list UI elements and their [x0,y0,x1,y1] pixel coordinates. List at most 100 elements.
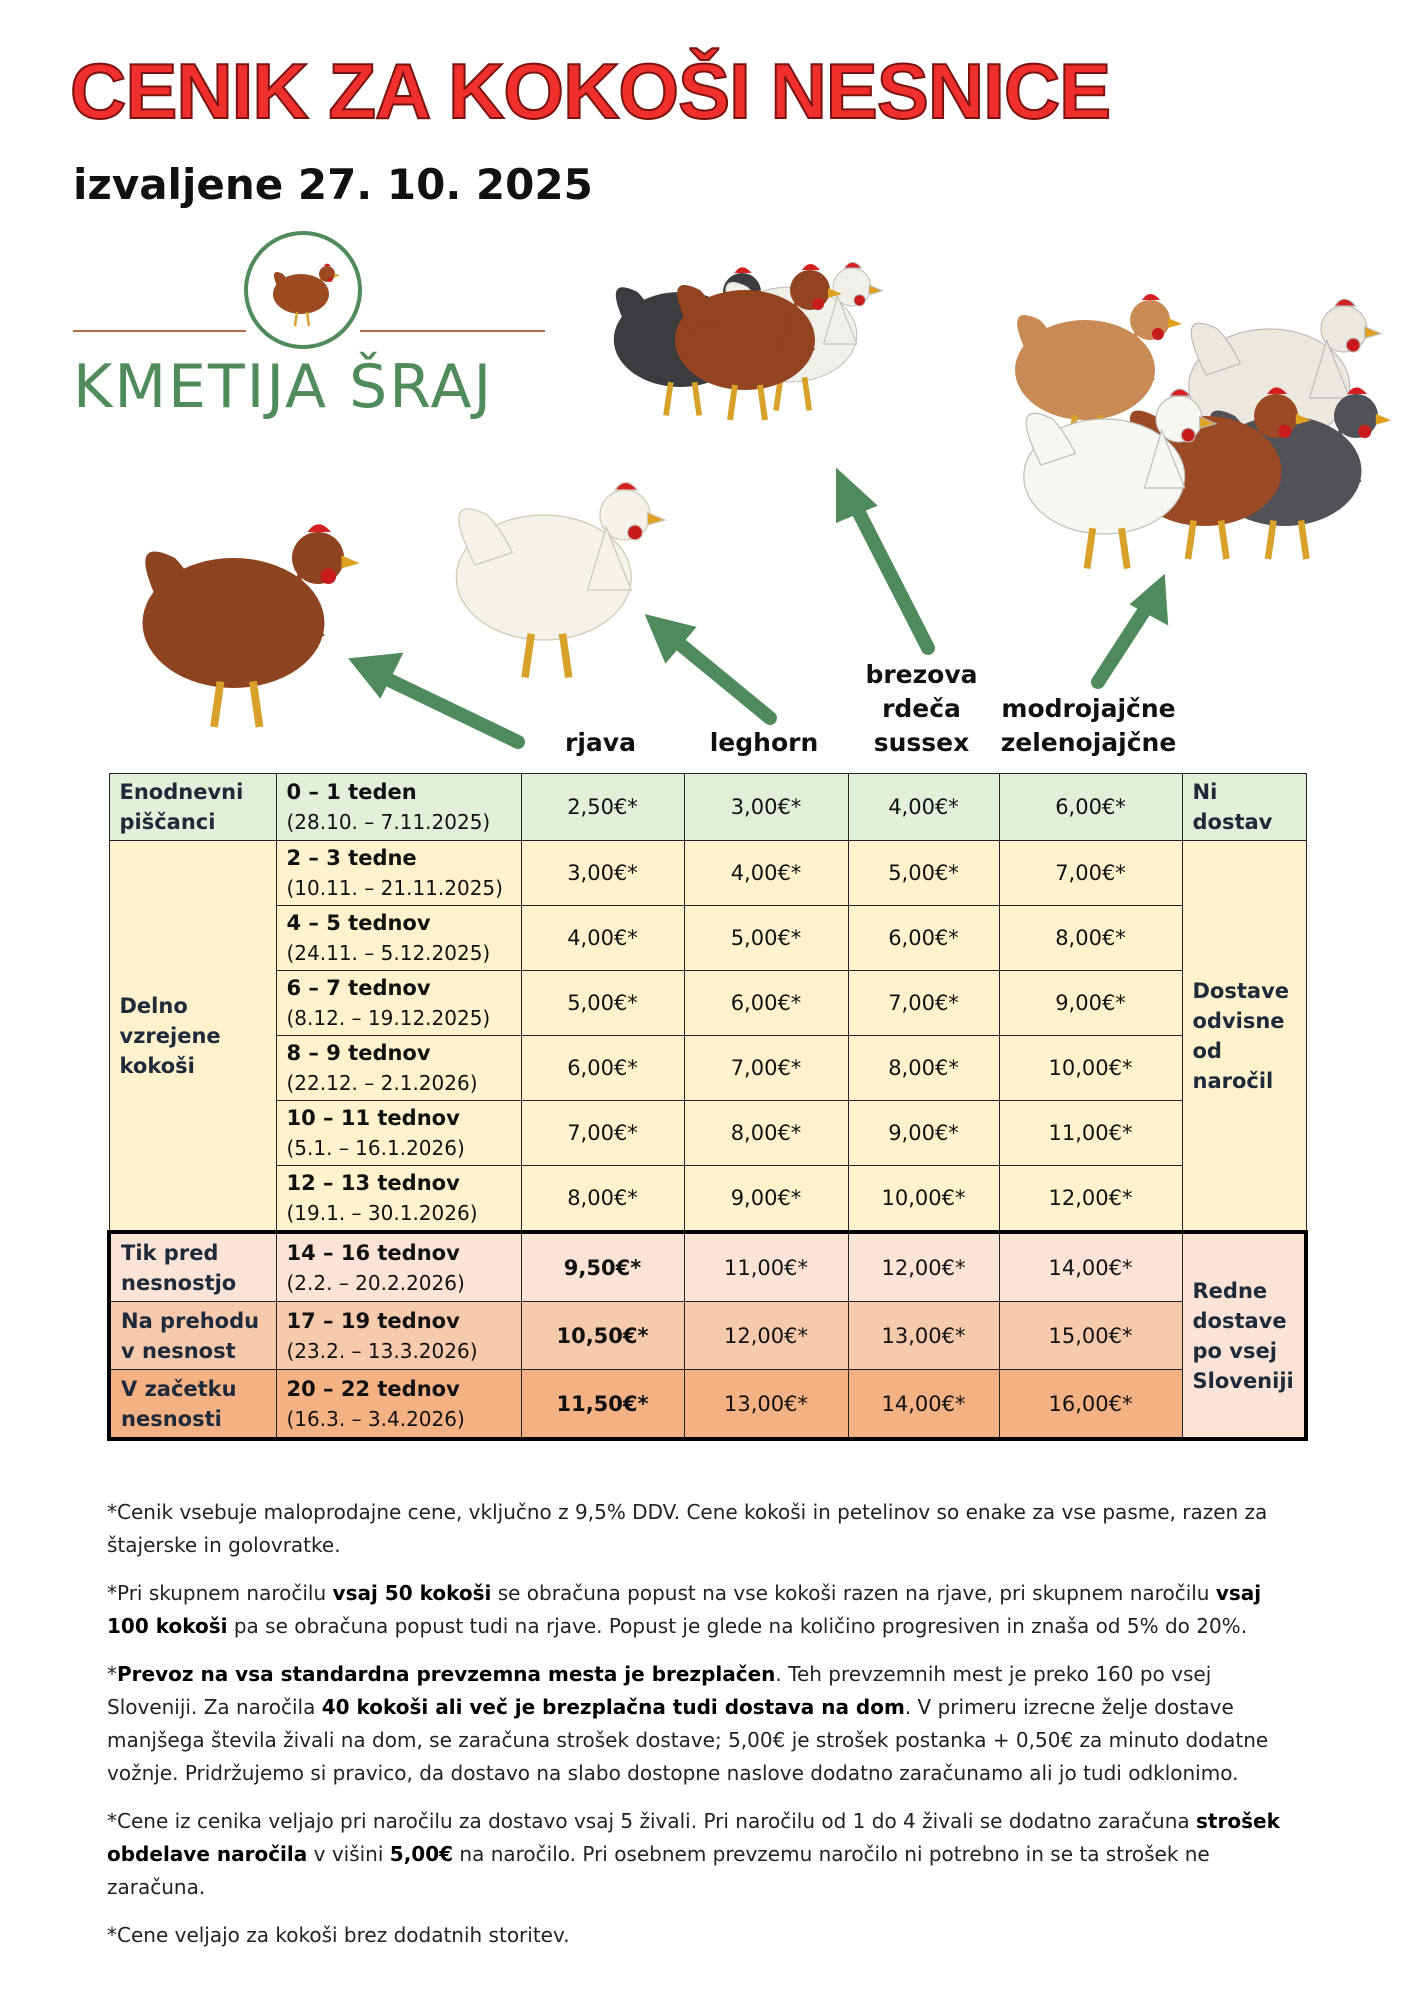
price: 12,00€* [998,1165,1183,1233]
age-cell: 14 – 16 tednov (2.2. – 20.2.2026) [275,1231,522,1302]
age: 8 – 9 tednov [286,1041,431,1065]
dates: (2.2. – 20.2.2026) [286,1270,465,1295]
hen-white [456,483,665,678]
price: 3,00€* [683,773,849,841]
price: 3,00€* [520,840,685,906]
group-label: V začetku nesnosti [108,1369,277,1440]
dates: (22.12. – 2.1.2026) [286,1071,478,1095]
group-label: Na prehodu v nesnost [108,1301,277,1370]
logo-ring [244,231,362,349]
note: *Pri skupnem naročilu vsaj 50 kokoši se … [107,1577,1307,1643]
group-label: Delno vzrejene kokoši [108,840,277,1233]
row: Delno vzrejene kokoši 2 – 3 tedne (10.11. … [108,840,1307,1233]
notes: *Cenik vsebuje maloprodajne cene, vključ… [107,1496,1307,1967]
price: 8,00€* [520,1165,685,1233]
arrow [378,671,525,749]
price: 7,00€* [683,1035,849,1101]
row: Tik pred nesnostjo 14 – 16 tednov (2.2. – … [108,1231,1307,1440]
subtitle: izvaljene 27. 10. 2025 [73,160,593,209]
title: CENIK ZA KOKOŠI NESNICE [69,46,1112,136]
age: 20 – 22 tednov [286,1376,460,1401]
price: 5,00€* [520,970,685,1036]
note-text: * [107,1662,117,1686]
dates: (19.1. – 30.1.2026) [286,1201,478,1225]
price: 4,00€* [847,773,1000,841]
age: 0 – 1 teden [286,780,417,804]
arrow-head [1129,573,1169,626]
price: 5,00€* [683,905,849,971]
age-cell: 2 – 3 tedne (10.11. – 21.11.2025) [275,840,522,906]
column-headers: rjava leghorn brezova rdeča sussex modrojaj… [107,650,1180,760]
arrow [848,498,935,655]
dates: (16.3. – 3.4.2026) [286,1406,465,1431]
row: Enodnevni piščanci 0 – 1 teden (28.10. – 7… [108,773,1307,841]
dates: (10.11. – 21.11.2025) [286,876,503,900]
row: V začetku nesnosti 20 – 22 tednov (16.3. –… [108,1369,1306,1440]
note-text: . V primeru izrecne želje dostave manjše… [107,1695,1269,1785]
note: *Prevoz na vsa standardna prevzemna mest… [107,1658,1307,1790]
logo-hen [271,262,341,328]
note-bold: 5,00€ [389,1842,454,1866]
price: 9,00€* [847,1100,1000,1166]
note-bold: vsaj 50 kokoši [332,1581,492,1605]
price: 14,00€* [998,1231,1183,1302]
arrow-head [644,614,697,664]
price: 5,00€* [847,840,1000,906]
note-text: *Pri skupnem naročilu [107,1581,333,1605]
price: 4,00€* [520,905,685,971]
price: 6,00€* [520,1035,685,1101]
age-cell: 20 – 22 tednov (16.3. – 3.4.2026) [275,1369,522,1440]
age: 4 – 5 tednov [286,911,431,935]
price: 12,00€* [683,1301,849,1370]
price: 6,00€* [998,773,1183,841]
age-cell: 10 – 11 tednov (5.1. – 16.1.2026) [275,1100,522,1166]
note-text: . Teh prevzemnih mest je preko 160 po vs… [107,1662,1212,1719]
age-cell: 0 – 1 teden (28.10. – 7.11.2025) [275,773,522,841]
delivery: Ni dostav [1181,773,1307,841]
price: 13,00€* [683,1369,849,1440]
price: 8,00€* [847,1035,1000,1101]
price-table: Enodnevni piščanci 0 – 1 teden (28.10. – 7… [107,773,1308,1441]
dates: (5.1. – 16.1.2026) [286,1136,465,1160]
price: 11,00€* [683,1231,849,1302]
price: 10,00€* [998,1035,1183,1101]
illustrations [73,231,1414,749]
age-cell: 17 – 19 tednov (23.2. – 13.3.2026) [275,1301,522,1370]
price: 9,00€* [998,970,1183,1036]
column-header: modrojajčne zelenojajčne [1000,694,1177,757]
note-bold: 40 kokoši ali več je brezplačna tudi dos… [321,1695,905,1719]
delivery: Dostave odvisne od naročil [1181,840,1307,1233]
age-cell: 12 – 13 tednov (19.1. – 30.1.2026) [275,1165,522,1233]
dates: (24.11. – 5.12.2025) [286,941,491,965]
age: 6 – 7 tednov [286,976,431,1000]
row: 12 – 13 tednov (19.1. – 30.1.2026) 8,00€* 9… [109,1165,1306,1233]
arrow-head [836,467,878,523]
section: Tik pred nesnostjo 14 – 16 tednov (2.2. – … [108,1231,1307,1440]
row: 4 – 5 tednov (24.11. – 5.12.2025) 4,00€* 5,… [109,905,1306,971]
note-bold: strošek obdelave naročila [107,1809,1280,1866]
price: 11,50€* [520,1369,685,1440]
price: 12,00€* [847,1231,1000,1302]
price: 11,00€* [998,1100,1183,1166]
age-cell: 6 – 7 tednov (8.12. – 19.12.2025) [275,970,522,1036]
dates: (28.10. – 7.11.2025) [286,810,491,834]
age: 10 – 11 tednov [286,1106,460,1130]
note-text: se obračuna popust na vse kokoši razen n… [491,1581,1216,1605]
note-text: *Cenik vsebuje maloprodajne cene, vključ… [107,1500,1268,1557]
group-label: Tik pred nesnostjo [108,1231,277,1302]
price: 6,00€* [683,970,849,1036]
row: 6 – 7 tednov (8.12. – 19.12.2025) 5,00€* 6,… [109,970,1306,1036]
arrow [668,633,777,725]
age-cell: 4 – 5 tednov (24.11. – 5.12.2025) [275,905,522,971]
price: 8,00€* [998,905,1183,971]
note-text: v višini [307,1842,390,1866]
logo-text: KMETIJA ŠRAJ [73,352,494,422]
dates: (23.2. – 13.3.2026) [286,1338,478,1363]
price: 2,50€* [520,773,685,841]
note-text: pa se obračuna popust tudi na rjave. Pop… [227,1614,1248,1638]
age: 12 – 13 tednov [286,1171,460,1195]
price: 14,00€* [847,1369,1000,1440]
price: 4,00€* [683,840,849,906]
price: 16,00€* [998,1369,1183,1440]
arrow-head [348,652,404,699]
